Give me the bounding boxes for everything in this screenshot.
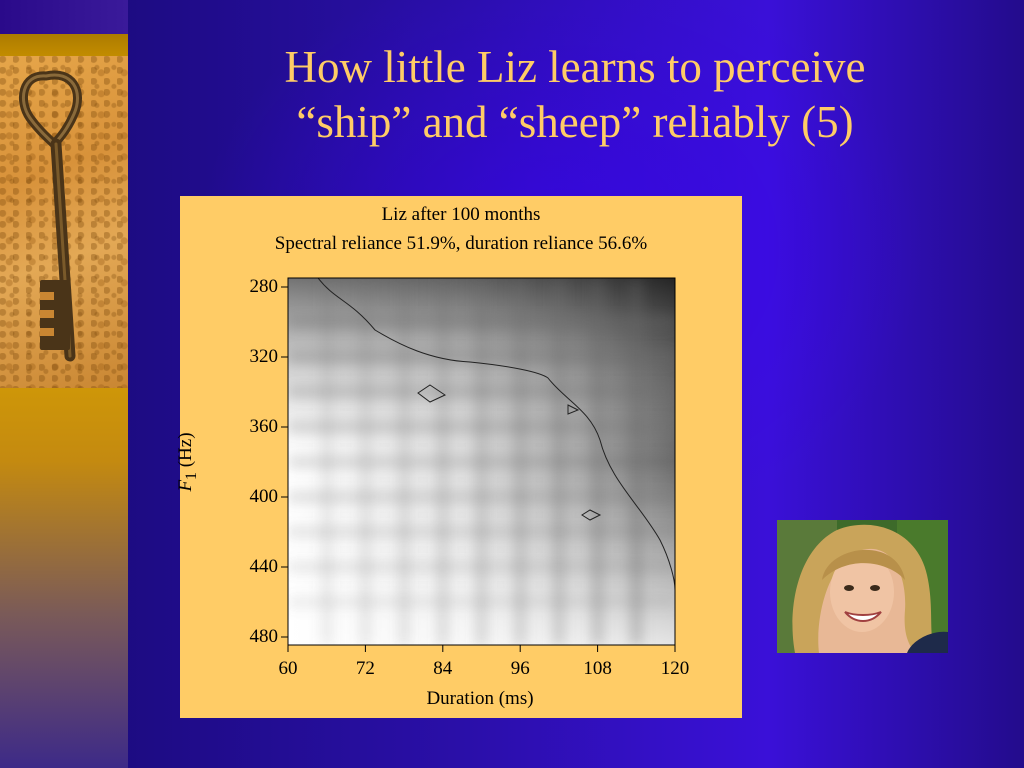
y-axis-label-sub: 1: [182, 472, 200, 480]
key-icon: [18, 70, 82, 362]
x-tick-label: 84: [433, 658, 453, 679]
x-tick-label: 120: [660, 658, 690, 679]
y-tick-label: 400: [249, 486, 279, 507]
x-tick-label: 108: [583, 658, 612, 679]
y-tick-label: 320: [249, 346, 279, 367]
x-tick-label: 60: [278, 658, 298, 679]
left-strip-top-band: [0, 0, 128, 34]
y-tick-label: 440: [249, 556, 279, 577]
x-tick-label: 72: [355, 658, 375, 679]
chart-subtitle: Spectral reliance 51.9%, duration relian…: [274, 233, 648, 254]
chart-title: Liz after 100 months: [381, 204, 541, 225]
x-tick-label: 96: [510, 658, 530, 679]
key-photo: [0, 56, 128, 388]
slide-title-line1: How little Liz learns to perceive: [284, 42, 866, 92]
portrait-photo: [777, 520, 948, 653]
y-tick-label: 280: [249, 276, 279, 297]
y-tick-label: 360: [249, 416, 279, 437]
y-axis-label-rest: (Hz): [175, 432, 197, 473]
portrait-image: [777, 520, 948, 653]
slide-title: How little Liz learns to perceive “ship”…: [140, 40, 1010, 150]
x-axis-label: Duration (ms): [426, 688, 534, 709]
y-tick-label: 480: [249, 626, 279, 647]
y-axis-label-italic: F: [175, 479, 197, 492]
slide-title-line2: “ship” and “sheep” reliably (5): [296, 97, 854, 147]
